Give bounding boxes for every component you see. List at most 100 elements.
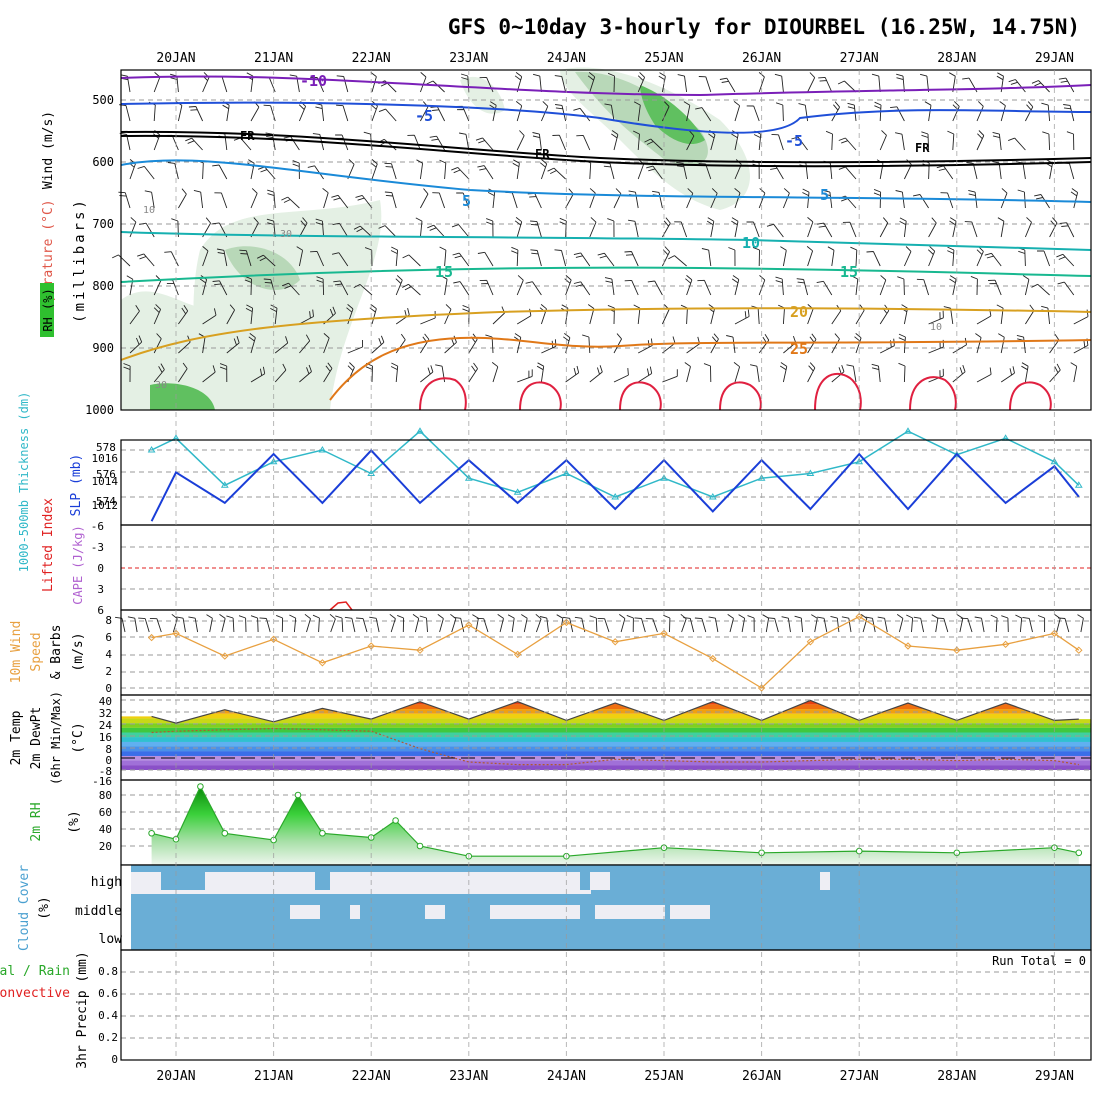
barb-profile-7-9 [333, 280, 349, 296]
run-total: Run Total = 0 [992, 954, 1086, 968]
barb-profile-3-16 [512, 159, 520, 180]
barb-10m-36 [556, 614, 564, 633]
contour-fr-b [120, 134, 1092, 168]
barb-profile-2-28 [791, 136, 808, 151]
label-2m-dewpt: 2m DewPt [29, 707, 44, 770]
barb-profile-7-4 [212, 280, 228, 296]
temp-tick-m8: -8 [99, 765, 112, 778]
wind-point-0 [147, 633, 156, 642]
barb-10m-20 [356, 617, 368, 633]
barb-profile-1-11 [378, 108, 397, 122]
barb-profile-6-25 [728, 247, 736, 267]
thickness-point-20 [1074, 481, 1083, 488]
barb-10m-37 [562, 616, 574, 633]
barb-profile-2-33 [921, 131, 930, 151]
barb-profile-5-16 [514, 217, 523, 238]
barb-profile-7-39 [1057, 281, 1075, 296]
barb-profile-3-24 [698, 163, 712, 180]
barb-10m-66 [913, 616, 925, 633]
barb-profile-9-9 [347, 339, 364, 354]
barb-profile-7-19 [573, 281, 591, 296]
barb-profile-0-36 [996, 72, 1004, 93]
barb-profile-5-11 [378, 225, 397, 238]
barb-profile-6-33 [927, 246, 936, 267]
date-bottom-26JAN: 26JAN [742, 1069, 781, 1084]
barb-profile-7-33 [916, 278, 930, 296]
barb-10m-19 [344, 616, 356, 633]
barb-profile-10-32 [898, 362, 906, 383]
rh-area [151, 786, 1079, 865]
rh-tick-80: 80 [99, 789, 112, 802]
barb-10m-43 [634, 617, 646, 633]
label-lifted-index: Lifted Index [41, 498, 56, 592]
barb-profile-6-23 [668, 255, 687, 267]
barb-10m-78 [1057, 617, 1070, 633]
barb-10m-53 [762, 614, 770, 633]
barb-profile-10-22 [662, 369, 678, 383]
rh-area-24jan-mid [575, 71, 708, 166]
rh-point-2 [197, 783, 204, 790]
date-top-25JAN: 25JAN [644, 51, 683, 66]
barb-profile-1-26 [746, 105, 760, 122]
barb-10m-33 [521, 614, 528, 633]
li-tick-m3: -3 [91, 541, 104, 554]
slp-line [150, 448, 1080, 522]
temp-line [151, 699, 1079, 724]
barb-profile-2-12 [407, 134, 421, 151]
rh-line [151, 785, 1079, 857]
barb-profile-10-3 [202, 365, 216, 383]
barb-profile-7-20 [604, 277, 615, 296]
barb-profile-2-32 [895, 132, 905, 151]
thk-tick-574: 574 [96, 495, 116, 508]
label-rh10-b: 10 [930, 322, 942, 333]
barb-10m-60 [841, 616, 852, 633]
barb-profile-6-20 [597, 252, 615, 267]
barb-profile-0-13 [426, 80, 445, 93]
barb-10m-76 [1037, 615, 1046, 632]
barb-profile-6-11 [390, 246, 399, 267]
temp-fill-band-8 [121, 727, 1091, 733]
barb-profile-5-1 [139, 222, 155, 238]
barb-10m-11 [250, 615, 259, 633]
barb-profile-2-30 [838, 137, 857, 151]
barb-profile-10-25 [733, 362, 741, 383]
barb-profile-0-27 [774, 73, 784, 93]
barb-profile-7-10 [353, 284, 373, 296]
barb-10m-2 [138, 617, 150, 633]
date-bottom-22JAN: 22JAN [352, 1069, 391, 1084]
precip-tick-04: 0.4 [98, 1009, 118, 1022]
barb-profile-3-14 [451, 166, 470, 180]
label-plus10: 10 [742, 234, 760, 252]
barb-profile-7-36 [988, 279, 1002, 296]
rh-point-8 [392, 817, 399, 824]
barb-profile-4-32 [895, 190, 905, 209]
label-convective: Convective [0, 986, 70, 1001]
barb-profile-6-16 [511, 246, 519, 267]
barb-profile-8-21 [633, 304, 641, 325]
barb-profile-5-25 [731, 217, 739, 238]
wind-barbs-10m [115, 613, 1084, 633]
barb-10m-56 [794, 615, 804, 633]
label-minus5-a: -5 [415, 107, 433, 125]
barb-profile-6-7 [296, 246, 304, 267]
slp-tick-1014: 1014 [92, 475, 119, 488]
li-tick-6: 6 [97, 604, 104, 617]
barb-profile-4-34 [940, 192, 954, 209]
barb-10m-6 [188, 616, 199, 633]
barb-profile-8-34 [943, 306, 954, 325]
barb-profile-2-36 [992, 131, 1002, 151]
barb-profile-6-14 [452, 252, 470, 267]
barb-10m-10 [238, 615, 247, 633]
label-thickness: 1000-500mb Thickness (dm) [17, 392, 31, 573]
temp-fill-band-7 [121, 732, 1091, 738]
date-bottom-28JAN: 28JAN [937, 1069, 976, 1084]
cloud-levels: high middle low [75, 875, 122, 947]
temperature-contours [120, 75, 1092, 411]
barb-profile-4-28 [802, 188, 810, 209]
label-cape: CAPE (J/kg) [71, 525, 85, 604]
barb-10m-47 [683, 617, 695, 633]
barb-10m-69 [956, 614, 964, 633]
barb-profile-6-9 [331, 252, 349, 267]
barb-profile-2-17 [532, 132, 542, 151]
label-plus5-a: 5 [462, 192, 471, 210]
